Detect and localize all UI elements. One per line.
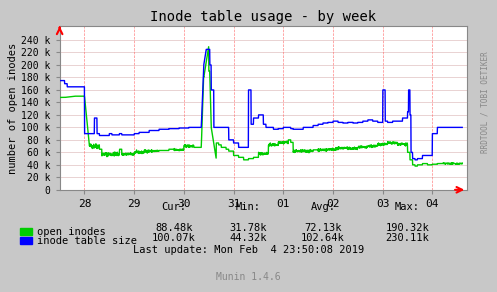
- Text: 190.32k: 190.32k: [386, 223, 429, 233]
- Text: inode table size: inode table size: [37, 236, 137, 246]
- Text: 72.13k: 72.13k: [304, 223, 342, 233]
- Text: 44.32k: 44.32k: [230, 233, 267, 243]
- Text: 100.07k: 100.07k: [152, 233, 196, 243]
- Text: Cur:: Cur:: [162, 202, 186, 212]
- Text: RRDTOOL / TOBI OETIKER: RRDTOOL / TOBI OETIKER: [481, 51, 490, 153]
- Text: Last update: Mon Feb  4 23:50:08 2019: Last update: Mon Feb 4 23:50:08 2019: [133, 245, 364, 255]
- Text: Avg:: Avg:: [311, 202, 335, 212]
- Text: Max:: Max:: [395, 202, 420, 212]
- Text: open inodes: open inodes: [37, 227, 106, 237]
- Text: 88.48k: 88.48k: [155, 223, 193, 233]
- Text: 102.64k: 102.64k: [301, 233, 345, 243]
- Text: 31.78k: 31.78k: [230, 223, 267, 233]
- Text: Munin 1.4.6: Munin 1.4.6: [216, 272, 281, 282]
- Title: Inode table usage - by week: Inode table usage - by week: [151, 10, 376, 24]
- Y-axis label: number of open inodes: number of open inodes: [8, 42, 18, 174]
- Text: 230.11k: 230.11k: [386, 233, 429, 243]
- Text: Min:: Min:: [236, 202, 261, 212]
